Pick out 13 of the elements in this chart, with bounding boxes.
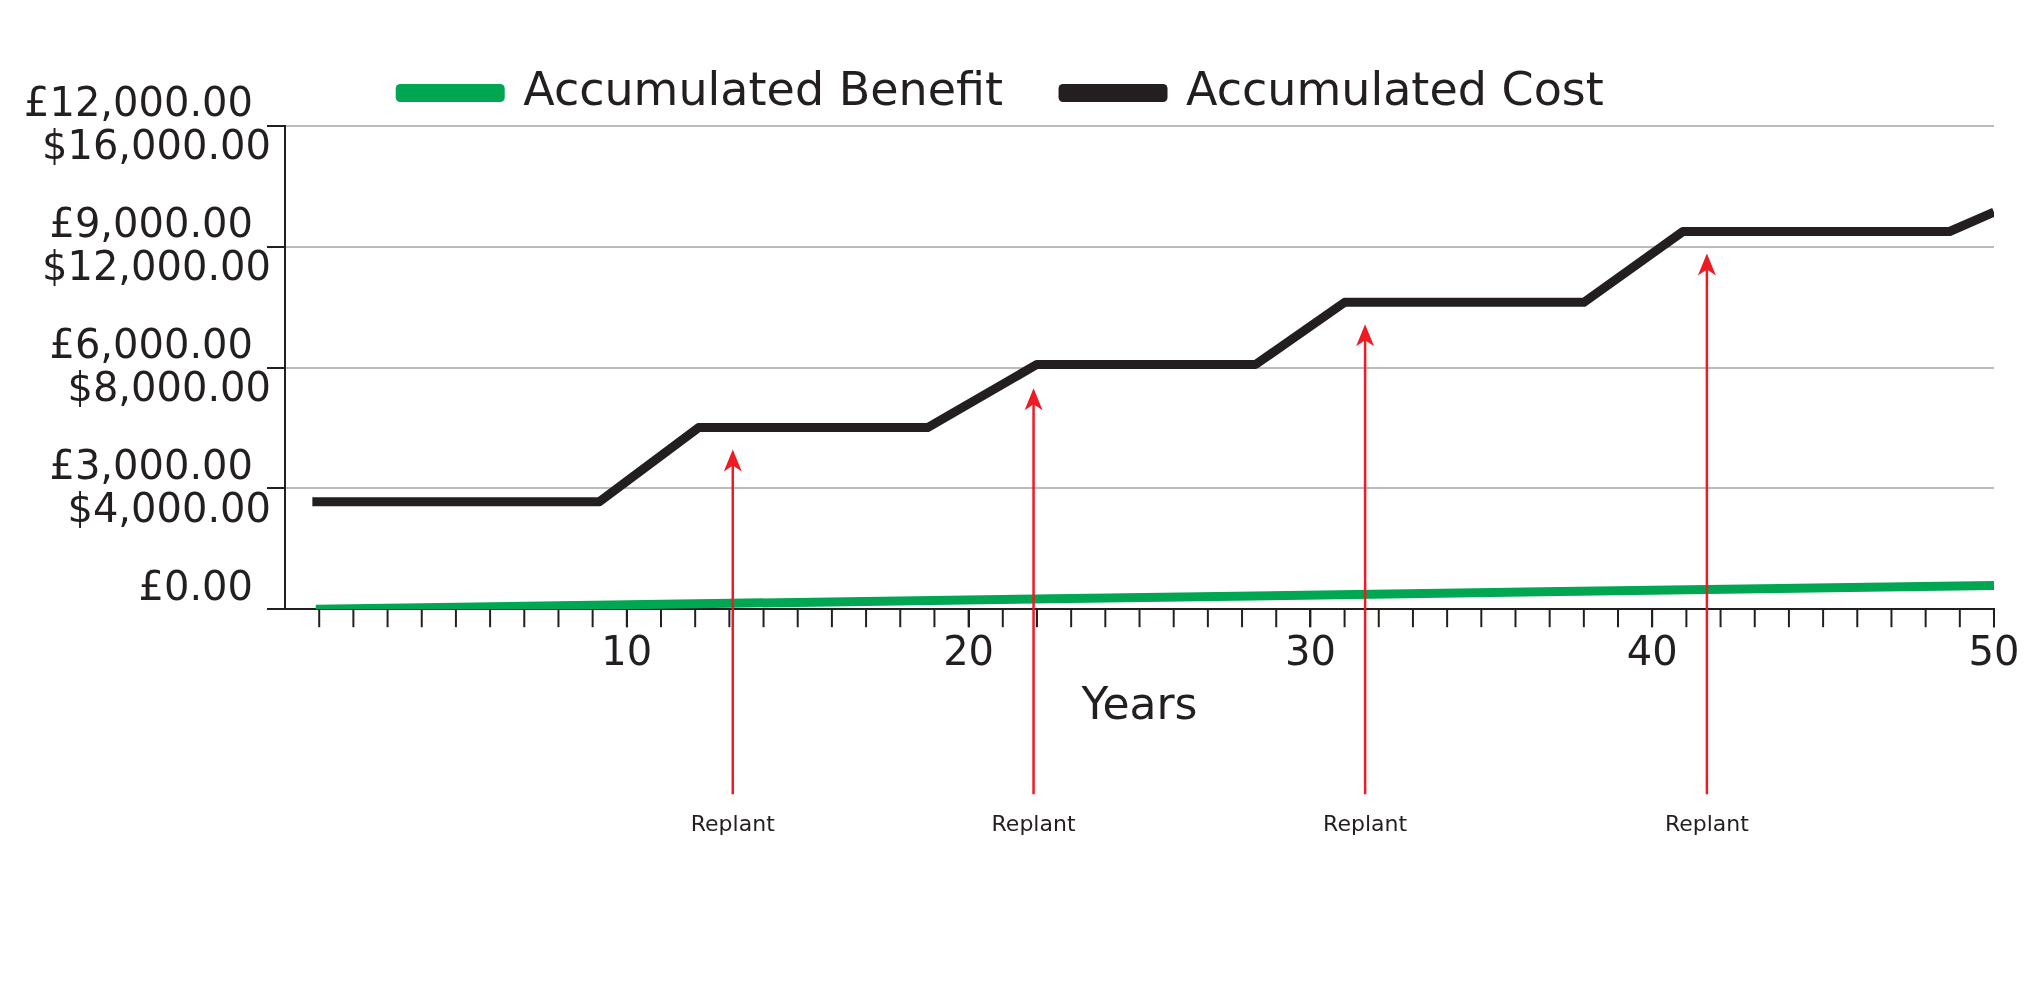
ref-line-label: Replant	[1664, 810, 1750, 836]
legend-label: Accumulated Cost	[1186, 61, 1604, 116]
x-tick-label: 30	[1284, 627, 1336, 674]
x-tick-label: 20	[943, 627, 995, 674]
ref-line-label: Replant	[991, 810, 1076, 836]
ref-line-label: Replant	[690, 810, 776, 836]
ref-line-label: Replant	[1323, 810, 1408, 836]
y-tick-label: £0.00	[138, 562, 254, 609]
x-tick-label: 10	[601, 627, 653, 674]
legend-label: Accumulated Benefit	[523, 61, 1004, 116]
x-tick-label: 40	[1626, 627, 1678, 674]
x-tick-label: 50	[1968, 627, 2020, 674]
x-axis-title: Years	[1080, 678, 1198, 730]
